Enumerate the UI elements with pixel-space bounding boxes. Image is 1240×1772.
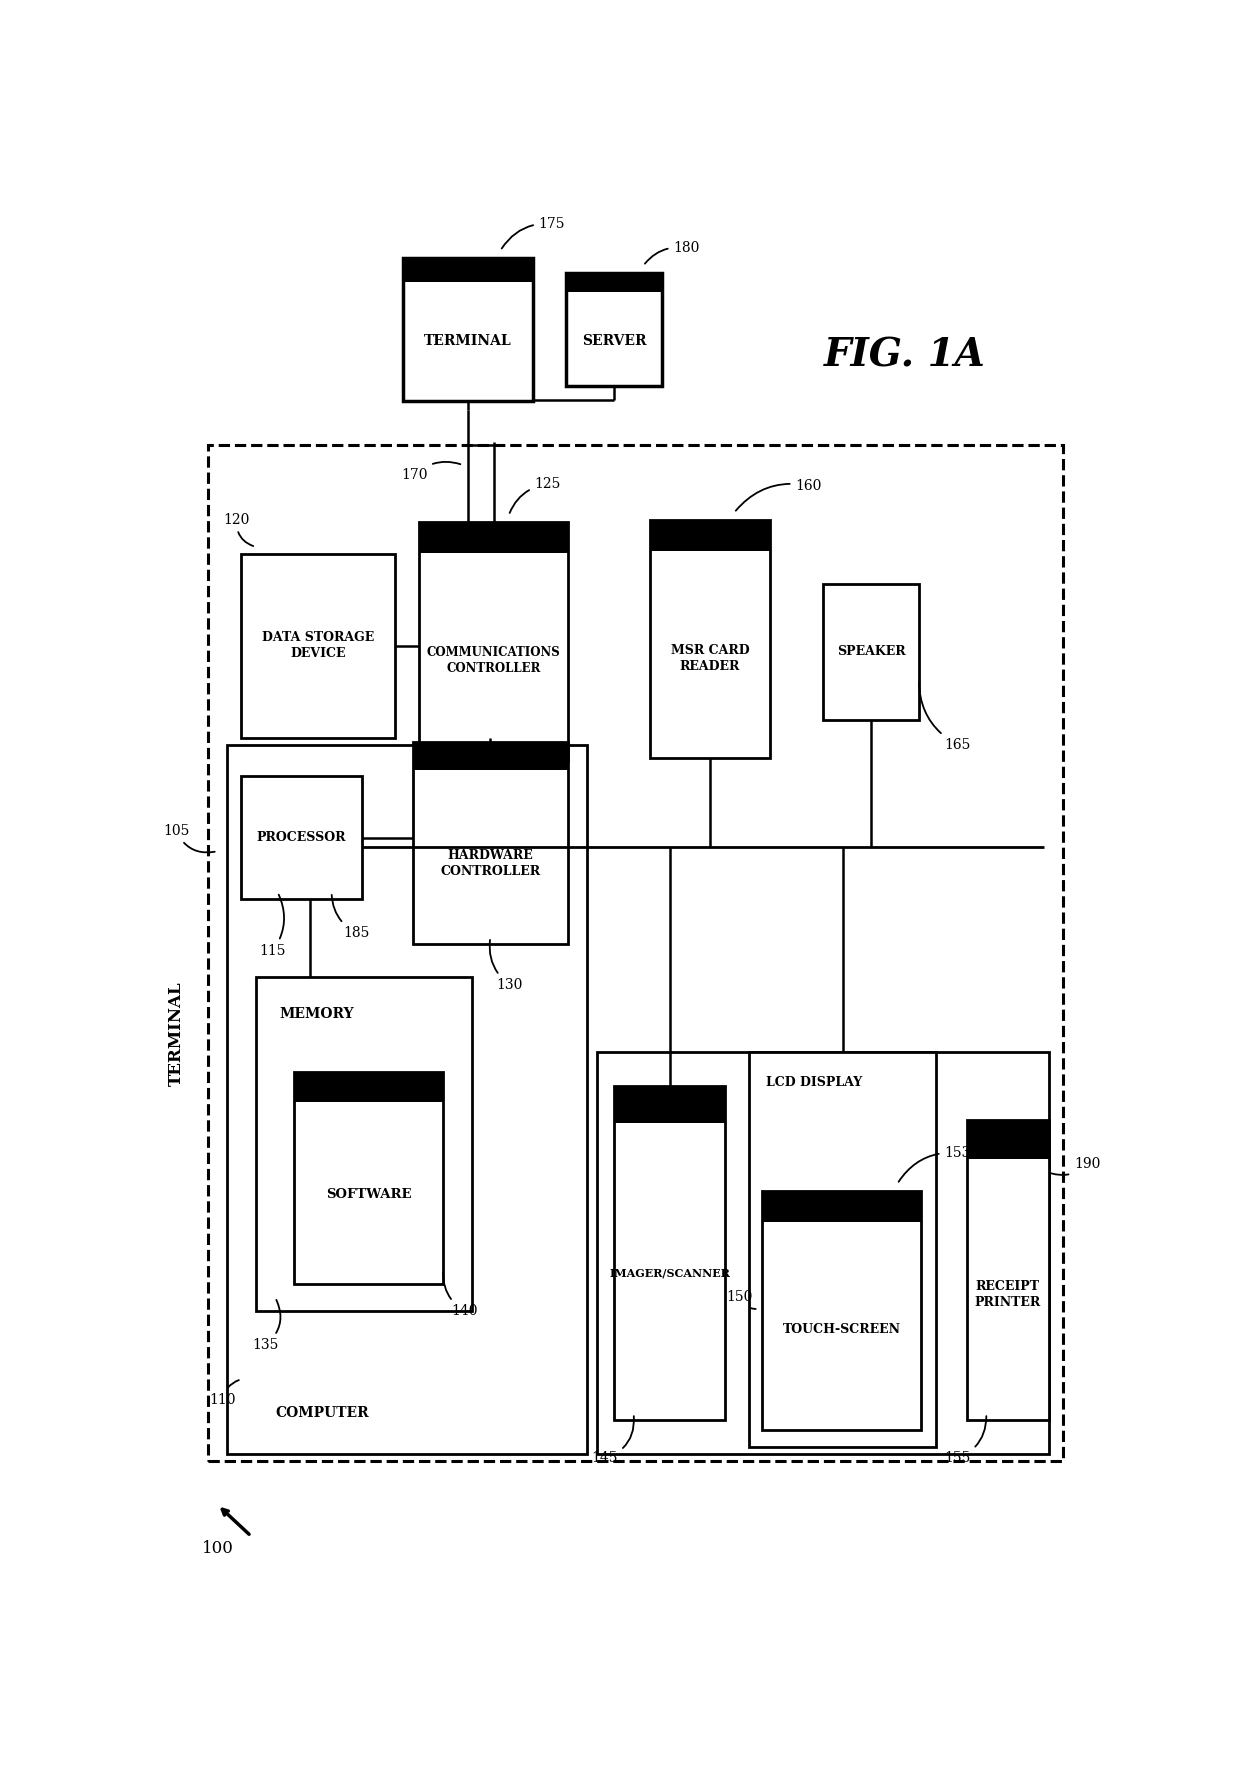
Bar bbox=[614, 1086, 725, 1123]
Text: IMAGER/SCANNER: IMAGER/SCANNER bbox=[609, 1267, 730, 1279]
Text: DATA STORAGE
DEVICE: DATA STORAGE DEVICE bbox=[262, 631, 374, 661]
Text: 145: 145 bbox=[591, 1416, 634, 1465]
Text: 175: 175 bbox=[502, 216, 565, 248]
Bar bbox=[403, 257, 533, 400]
Bar bbox=[567, 273, 662, 292]
Text: MEMORY: MEMORY bbox=[279, 1006, 353, 1021]
Text: 110: 110 bbox=[210, 1380, 239, 1407]
Text: TERMINAL: TERMINAL bbox=[167, 982, 185, 1086]
Bar bbox=[749, 1053, 936, 1448]
Text: 190: 190 bbox=[1052, 1157, 1100, 1175]
Text: COMMUNICATIONS
CONTROLLER: COMMUNICATIONS CONTROLLER bbox=[427, 647, 560, 675]
Bar bbox=[614, 1086, 725, 1419]
Bar bbox=[413, 742, 568, 944]
Bar bbox=[596, 1053, 1049, 1455]
Text: SOFTWARE: SOFTWARE bbox=[326, 1189, 412, 1201]
Bar bbox=[650, 519, 770, 551]
Text: MSR CARD
READER: MSR CARD READER bbox=[671, 643, 749, 673]
Bar bbox=[967, 1120, 1049, 1419]
Text: 170: 170 bbox=[402, 462, 460, 482]
Text: 135: 135 bbox=[252, 1301, 280, 1352]
Text: 180: 180 bbox=[645, 241, 699, 264]
Bar bbox=[294, 1072, 444, 1283]
Bar bbox=[208, 445, 1063, 1462]
Text: RECEIPT
PRINTER: RECEIPT PRINTER bbox=[975, 1279, 1042, 1308]
Bar bbox=[763, 1191, 921, 1430]
Text: FIG. 1A: FIG. 1A bbox=[823, 337, 986, 376]
Bar bbox=[294, 1072, 444, 1102]
Text: 160: 160 bbox=[735, 478, 822, 510]
Text: 185: 185 bbox=[331, 895, 370, 941]
Bar bbox=[650, 519, 770, 758]
Bar bbox=[242, 555, 396, 737]
Text: 165: 165 bbox=[919, 682, 971, 751]
Text: 100: 100 bbox=[202, 1540, 233, 1556]
Text: 120: 120 bbox=[223, 512, 253, 546]
Text: 153: 153 bbox=[899, 1146, 971, 1182]
Text: 150: 150 bbox=[727, 1290, 755, 1310]
Bar bbox=[227, 744, 588, 1455]
Text: HARDWARE
CONTROLLER: HARDWARE CONTROLLER bbox=[440, 849, 541, 877]
Bar bbox=[823, 583, 919, 719]
Bar bbox=[567, 273, 662, 386]
Text: 140: 140 bbox=[443, 1272, 477, 1318]
Text: COMPUTER: COMPUTER bbox=[275, 1407, 368, 1419]
Text: TOUCH-SCREEN: TOUCH-SCREEN bbox=[782, 1324, 900, 1336]
Bar bbox=[255, 976, 472, 1311]
Bar bbox=[419, 523, 568, 553]
Text: TERMINAL: TERMINAL bbox=[424, 333, 512, 347]
Bar bbox=[403, 257, 533, 282]
Text: 105: 105 bbox=[162, 824, 215, 852]
Text: SPEAKER: SPEAKER bbox=[837, 645, 905, 659]
Text: 115: 115 bbox=[259, 895, 286, 959]
Text: 155: 155 bbox=[944, 1416, 986, 1465]
Bar bbox=[967, 1120, 1049, 1159]
Text: LCD DISPLAY: LCD DISPLAY bbox=[766, 1076, 863, 1090]
Text: 130: 130 bbox=[490, 939, 523, 992]
Text: PROCESSOR: PROCESSOR bbox=[257, 831, 346, 843]
Text: 125: 125 bbox=[510, 477, 560, 512]
Bar bbox=[242, 776, 362, 898]
Bar bbox=[763, 1191, 921, 1223]
Bar bbox=[419, 523, 568, 762]
Text: SERVER: SERVER bbox=[582, 333, 646, 347]
Bar bbox=[413, 742, 568, 771]
